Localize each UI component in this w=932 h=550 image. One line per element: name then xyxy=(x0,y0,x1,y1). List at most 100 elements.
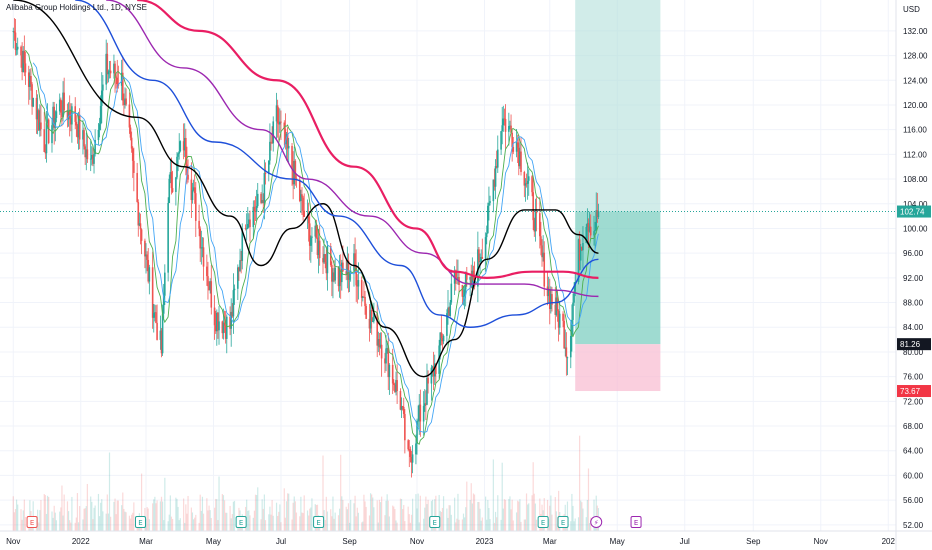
volume-bar xyxy=(364,501,366,531)
candle-body xyxy=(323,254,325,263)
candle-body xyxy=(24,63,27,73)
event-marker-split-dividend[interactable]: ⚡ xyxy=(590,516,603,528)
volume-bar xyxy=(53,505,55,531)
volume-bar xyxy=(472,493,475,531)
price-tick-label: 68.00 xyxy=(903,422,924,431)
volume-bar xyxy=(354,495,356,531)
volume-bar xyxy=(79,506,81,531)
candle-body xyxy=(199,228,202,249)
volume-bar xyxy=(365,506,367,531)
candle-body xyxy=(325,262,328,274)
event-marker-earnings-red[interactable]: E xyxy=(26,516,38,528)
event-markers[interactable]: E E E E E E E ⚡ E xyxy=(26,516,642,528)
candle-body xyxy=(54,118,57,128)
volume-bar xyxy=(293,496,295,531)
candle-body xyxy=(511,132,513,147)
volume-bar xyxy=(133,502,135,531)
volume-bar xyxy=(51,511,53,531)
time-tick-label: Jul xyxy=(680,537,690,546)
event-marker-earnings[interactable]: E xyxy=(313,516,325,528)
candle-body xyxy=(191,190,194,201)
candle-body xyxy=(144,240,146,257)
volume-bar xyxy=(535,519,538,531)
volume-bar xyxy=(408,514,410,531)
volume-bar xyxy=(225,512,227,531)
volume-bar xyxy=(249,515,251,531)
volume-bar xyxy=(122,492,124,531)
volume-bar xyxy=(517,500,519,531)
candle-body xyxy=(557,311,560,328)
candle-body xyxy=(433,363,436,377)
volume-bar xyxy=(48,496,50,531)
volume-bar xyxy=(345,506,347,531)
event-marker-earnings[interactable]: E xyxy=(429,516,441,528)
volume-bar xyxy=(477,501,479,531)
volume-bar xyxy=(52,517,54,531)
volume-bar xyxy=(489,519,491,531)
time-axis[interactable]: Nov 2022 Mar May Jul Sep Nov 2023 Mar May Jul Sep No… xyxy=(0,530,932,546)
candle-body xyxy=(516,142,519,148)
candle-body xyxy=(574,281,577,292)
volume-bar xyxy=(145,518,147,531)
volume-bar xyxy=(208,505,210,531)
candle-body xyxy=(442,335,445,342)
candle-body xyxy=(253,206,256,211)
volume-bar xyxy=(333,518,335,531)
candle-body xyxy=(61,112,63,117)
volume-bar xyxy=(456,518,458,531)
volume-bar xyxy=(350,499,352,531)
candle-body xyxy=(108,70,111,72)
volume-bar xyxy=(387,500,389,531)
volume-bar xyxy=(77,522,80,531)
volume-bar xyxy=(210,517,212,531)
candle-body xyxy=(148,267,151,282)
volume-bar xyxy=(487,499,489,531)
volume-bar xyxy=(377,522,379,531)
volume-bar xyxy=(93,507,95,531)
profit-zone-upper xyxy=(575,0,661,212)
candle-body xyxy=(106,53,109,75)
volume-bar xyxy=(486,519,488,531)
candle-body xyxy=(201,247,204,249)
event-marker-earnings-future[interactable]: E xyxy=(630,516,642,528)
volume-bar xyxy=(355,516,357,531)
volume-bar xyxy=(17,504,19,531)
volume-bar xyxy=(501,462,503,531)
volume-bar xyxy=(201,496,204,531)
volume-bar xyxy=(373,507,375,531)
candle-body xyxy=(488,202,490,206)
candle-body xyxy=(264,172,267,175)
candle-body xyxy=(539,213,541,237)
event-marker-earnings[interactable]: E xyxy=(537,516,549,528)
event-marker-earnings[interactable]: E xyxy=(557,516,569,528)
volume-bar xyxy=(440,512,442,531)
event-marker-earnings[interactable]: E xyxy=(134,516,146,528)
volume-bar xyxy=(116,500,118,531)
volume-bar xyxy=(131,514,133,531)
candle-body xyxy=(404,413,406,441)
volume-bar xyxy=(128,515,131,531)
candle-body xyxy=(232,290,235,317)
long-position-tool[interactable] xyxy=(0,0,896,392)
volume-bar xyxy=(434,499,436,531)
price-axis[interactable]: USD 52.00 56.00 60.00 64.00 68.00 72.00 76.00 80… xyxy=(895,0,928,550)
candle-body xyxy=(13,31,16,33)
volume-bar xyxy=(466,481,468,531)
volume-bar xyxy=(527,504,529,531)
event-marker-earnings[interactable]: E xyxy=(235,516,247,528)
candle-body xyxy=(105,53,107,85)
candle-body xyxy=(246,224,249,229)
candle-body xyxy=(337,267,340,287)
volume-bar xyxy=(232,501,235,531)
volume-bar xyxy=(347,503,350,531)
volume-bar xyxy=(306,510,309,531)
candle-body xyxy=(322,258,324,263)
candle-body xyxy=(32,97,34,107)
volume-bar xyxy=(83,508,85,531)
candle-body xyxy=(581,247,583,251)
volume-bar xyxy=(100,502,102,531)
candle-body xyxy=(558,313,561,328)
price-tick-label: 88.00 xyxy=(903,299,924,308)
candle-body xyxy=(240,260,242,261)
